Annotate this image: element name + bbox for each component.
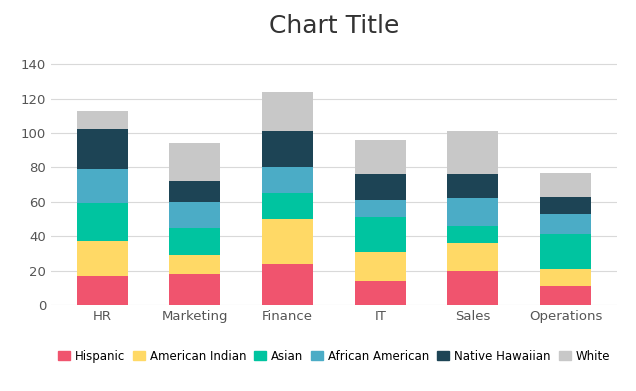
Bar [355, 281, 406, 305]
Bar [76, 169, 128, 203]
Bar [540, 214, 591, 235]
Bar [76, 129, 128, 169]
Title: Chart Title: Chart Title [269, 14, 399, 38]
Bar [355, 200, 406, 217]
Bar [448, 226, 499, 243]
Bar [448, 271, 499, 305]
Bar [169, 181, 220, 202]
Bar [540, 286, 591, 305]
Bar [540, 269, 591, 286]
Bar [540, 197, 591, 214]
Bar [262, 193, 313, 219]
Bar [448, 174, 499, 198]
Bar [76, 276, 128, 305]
Bar [355, 252, 406, 281]
Bar [262, 219, 313, 264]
Bar [262, 264, 313, 305]
Bar [169, 255, 220, 274]
Bar [262, 167, 313, 193]
Bar [355, 174, 406, 200]
Bar [448, 131, 499, 174]
Bar [448, 243, 499, 271]
Bar [76, 111, 128, 129]
Bar [169, 274, 220, 305]
Bar [355, 217, 406, 252]
Bar [448, 198, 499, 226]
Bar [76, 203, 128, 241]
Bar [355, 140, 406, 174]
Bar [76, 241, 128, 276]
Bar [540, 172, 591, 197]
Bar [169, 228, 220, 255]
Legend: Hispanic, American Indian, Asian, African American, Native Hawaiian, White: Hispanic, American Indian, Asian, Africa… [58, 350, 610, 362]
Bar [169, 202, 220, 228]
Bar [262, 91, 313, 131]
Bar [262, 131, 313, 167]
Bar [540, 235, 591, 269]
Bar [169, 143, 220, 181]
